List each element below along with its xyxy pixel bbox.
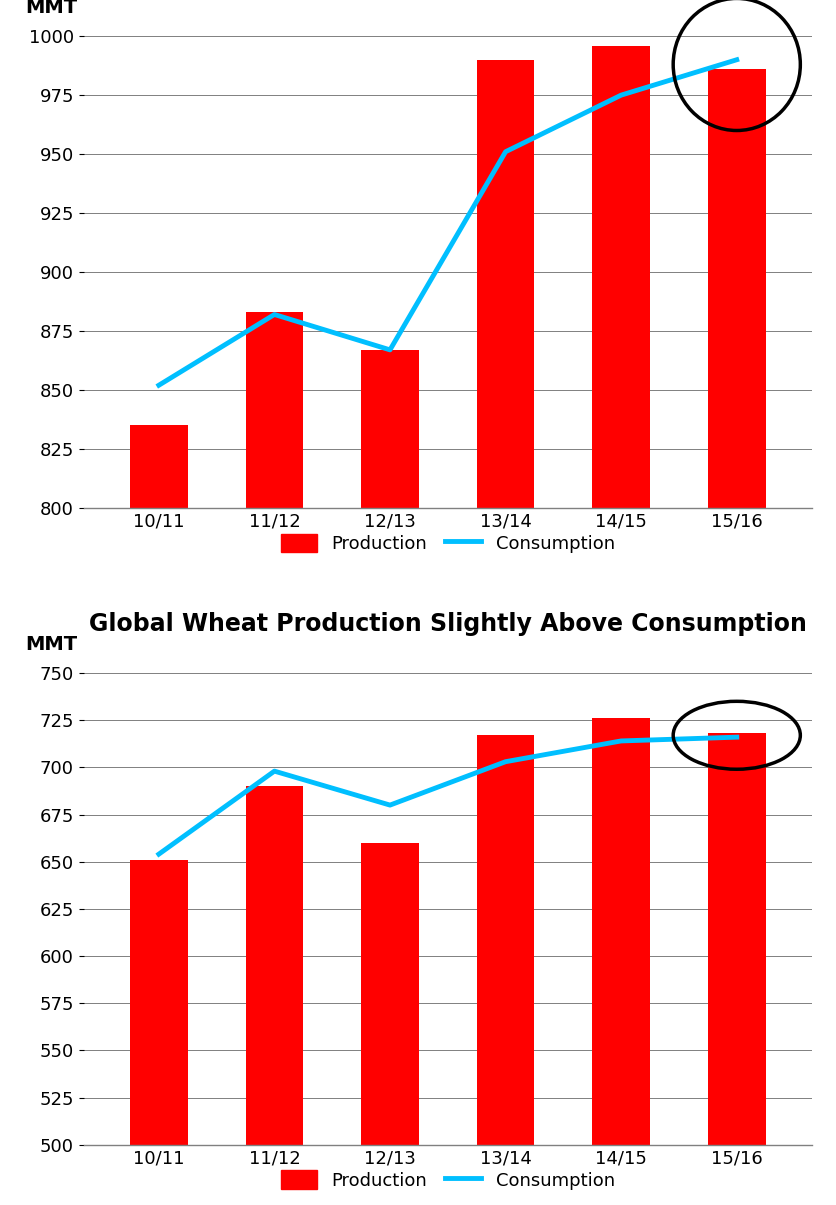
Bar xyxy=(477,735,534,1205)
Text: MMT: MMT xyxy=(25,635,78,654)
Bar xyxy=(592,46,650,1205)
Bar xyxy=(360,349,418,1205)
Bar xyxy=(707,69,765,1205)
Bar xyxy=(477,60,534,1205)
Bar xyxy=(245,786,303,1205)
Bar xyxy=(245,312,303,1205)
Bar xyxy=(707,734,765,1205)
Bar xyxy=(592,718,650,1205)
Title: Global Wheat Production Slightly Above Consumption: Global Wheat Production Slightly Above C… xyxy=(89,612,806,636)
Text: MMT: MMT xyxy=(25,0,78,17)
Legend: Production, Consumption: Production, Consumption xyxy=(273,527,621,560)
Bar xyxy=(130,860,187,1205)
Bar xyxy=(130,425,187,1205)
Legend: Production, Consumption: Production, Consumption xyxy=(273,1163,621,1197)
Bar xyxy=(360,842,418,1205)
